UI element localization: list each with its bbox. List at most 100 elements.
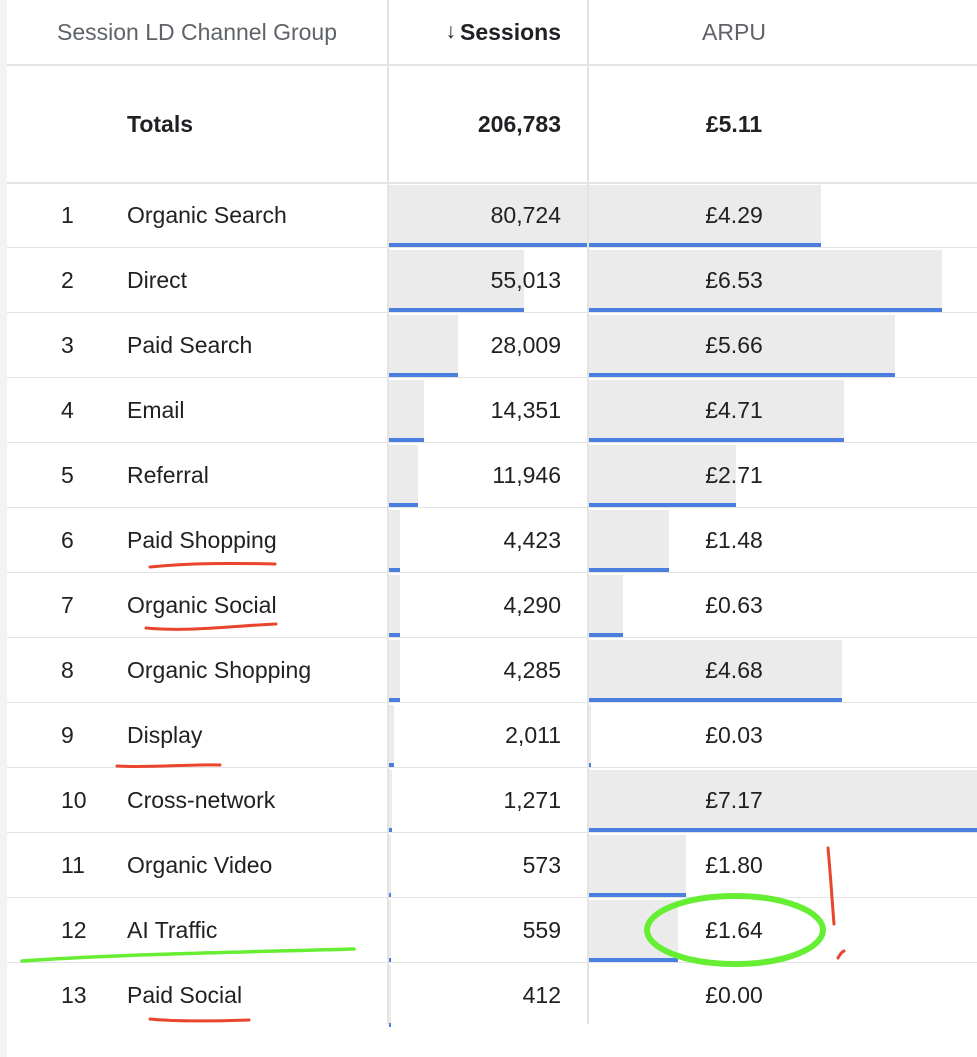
channel-name: Organic Search	[127, 201, 287, 228]
arpu-value: £4.68	[705, 656, 763, 683]
arpu-value: £1.80	[705, 851, 763, 878]
totals-sessions: 206,783	[477, 110, 561, 137]
arpu-bar	[589, 185, 821, 247]
row-rank: 11	[61, 851, 85, 878]
sessions-bar-area	[389, 963, 587, 1027]
sessions-bar-area	[389, 898, 587, 962]
row-rank: 2	[61, 266, 74, 293]
arpu-bar-area	[589, 508, 977, 572]
sessions-value: 4,290	[503, 591, 561, 618]
sessions-value: 2,011	[505, 721, 561, 748]
channel-name: Email	[127, 396, 185, 423]
table-row[interactable]: 5 Referral 11,946 £2.71	[7, 443, 977, 508]
channel-name: Organic Shopping	[127, 656, 312, 683]
sessions-bar-area	[389, 508, 587, 572]
arpu-bar-area	[589, 703, 977, 767]
arpu-bar-area	[589, 378, 977, 442]
sort-down-arrow-icon: ↓	[445, 20, 457, 43]
column-header-channel-group[interactable]: Session LD Channel Group	[7, 0, 387, 64]
sessions-bar	[389, 835, 391, 897]
sessions-value: 28,009	[490, 331, 561, 358]
table-row[interactable]: 6 Paid Shopping 4,423 £1.48	[7, 508, 977, 573]
table-row[interactable]: 12 AI Traffic 559 £1.64	[7, 898, 977, 963]
arpu-value: £0.63	[705, 591, 763, 618]
sessions-bar	[389, 445, 418, 507]
channel-name: Paid Social	[127, 981, 243, 1008]
table-row[interactable]: 1 Organic Search 80,724 £4.29	[7, 183, 977, 248]
arpu-value: £1.48	[705, 526, 763, 553]
column-header-arpu-label: ARPU	[702, 18, 766, 45]
column-header-sessions-label: Sessions	[460, 18, 561, 45]
table-row[interactable]: 2 Direct 55,013 £6.53	[7, 248, 977, 313]
arpu-value: £4.71	[705, 396, 763, 423]
row-rank: 10	[61, 786, 87, 813]
arpu-bar-area	[589, 443, 977, 507]
arpu-value: £7.17	[705, 786, 763, 813]
channel-name: Display	[127, 721, 203, 748]
column-header-sessions[interactable]: ↓ Sessions	[389, 0, 589, 64]
row-rank: 7	[61, 591, 74, 618]
sessions-value: 573	[522, 851, 561, 878]
channel-name: Organic Social	[127, 591, 277, 618]
row-rank: 8	[61, 656, 74, 683]
sessions-bar-area	[389, 573, 587, 637]
arpu-bar-area	[589, 183, 977, 247]
arpu-bar	[589, 250, 942, 312]
arpu-bar-area	[589, 638, 977, 702]
table-row[interactable]: 8 Organic Shopping 4,285 £4.68	[7, 638, 977, 703]
row-rank: 13	[61, 981, 87, 1008]
arpu-bar	[589, 575, 623, 637]
sessions-value: 412	[522, 981, 561, 1008]
arpu-bar-area	[589, 573, 977, 637]
arpu-bar	[589, 705, 591, 767]
table-row[interactable]: 7 Organic Social 4,290 £0.63	[7, 573, 977, 638]
sessions-bar	[389, 575, 400, 637]
column-divider-1	[387, 0, 389, 1024]
arpu-bar	[589, 380, 844, 442]
table-row[interactable]: 10 Cross-network 1,271 £7.17	[7, 768, 977, 833]
sessions-bar-area	[389, 833, 587, 897]
row-rank: 5	[61, 461, 74, 488]
sessions-value: 4,423	[503, 526, 561, 553]
totals-arpu: £5.11	[705, 110, 763, 137]
sessions-bar	[389, 770, 392, 832]
table-row[interactable]: 11 Organic Video 573 £1.80	[7, 833, 977, 898]
sessions-bar	[389, 705, 394, 767]
channel-name: Direct	[127, 266, 188, 293]
arpu-bar-area	[589, 313, 977, 377]
arpu-bar	[589, 640, 842, 702]
totals-label: Totals	[127, 110, 194, 137]
sessions-bar-area	[389, 378, 587, 442]
sessions-bar	[389, 900, 391, 962]
arpu-value: £5.66	[705, 331, 763, 358]
table-footer-space	[7, 1024, 977, 1057]
table-row[interactable]: 3 Paid Search 28,009 £5.66	[7, 313, 977, 378]
left-edge	[0, 0, 7, 1057]
table-row[interactable]: 4 Email 14,351 £4.71	[7, 378, 977, 443]
table-row[interactable]: 9 Display 2,011 £0.03	[7, 703, 977, 768]
arpu-bar	[589, 510, 669, 572]
row-rank: 12	[61, 916, 87, 943]
channel-name: Cross-network	[127, 786, 276, 813]
arpu-bar-area	[589, 248, 977, 312]
sessions-bar-area	[389, 768, 587, 832]
column-header-arpu[interactable]: ARPU	[589, 0, 879, 64]
sessions-bar-area	[389, 443, 587, 507]
table-row[interactable]: 13 Paid Social 412 £0.00	[7, 963, 977, 1028]
sessions-bar	[389, 250, 524, 312]
arpu-bar-area	[589, 833, 977, 897]
arpu-bar	[589, 445, 736, 507]
sessions-bar	[389, 640, 400, 702]
arpu-value: £0.00	[705, 981, 763, 1008]
sessions-bar-area	[389, 638, 587, 702]
arpu-value: £2.71	[705, 461, 763, 488]
sessions-bar-area	[389, 248, 587, 312]
column-divider-2	[587, 0, 589, 1024]
arpu-bar	[589, 315, 895, 377]
arpu-value: £4.29	[705, 201, 763, 228]
arpu-value: £0.03	[705, 721, 763, 748]
sessions-bar	[389, 965, 391, 1027]
arpu-bar	[589, 770, 977, 832]
row-rank: 6	[61, 526, 74, 553]
arpu-bar-area	[589, 768, 977, 832]
